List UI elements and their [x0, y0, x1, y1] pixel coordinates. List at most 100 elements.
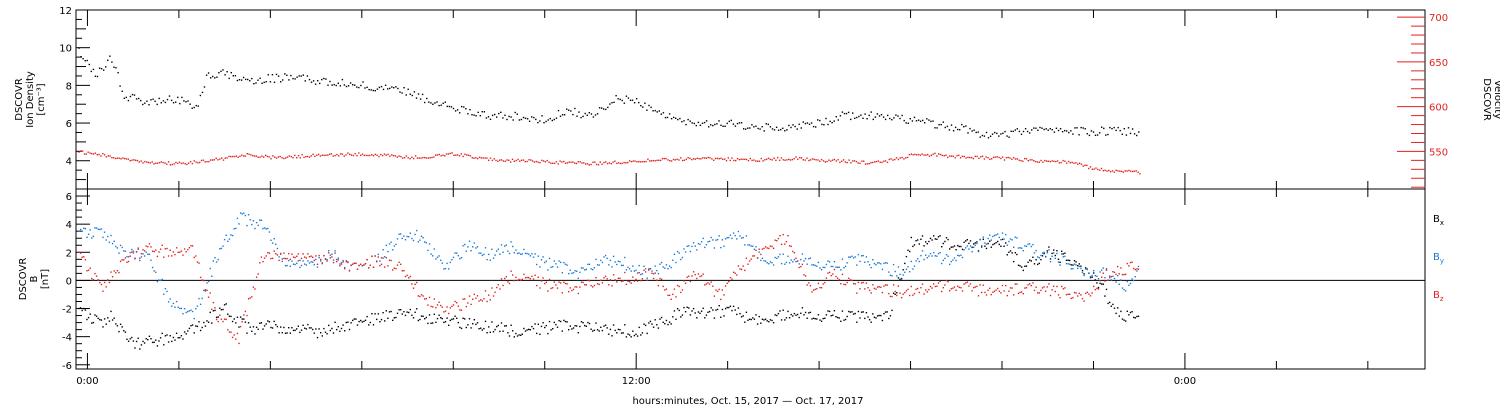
- bx-series-point: [497, 324, 499, 327]
- ion-density-series-point: [135, 98, 138, 100]
- velocity-series-point: [248, 153, 250, 155]
- by-series-point: [403, 235, 405, 237]
- ion-density-series-point: [714, 123, 716, 126]
- by-series-point: [465, 250, 467, 252]
- ion-density-series-point: [965, 125, 967, 127]
- velocity-series-point: [621, 162, 623, 165]
- bz-series-point: [963, 283, 965, 285]
- by-series-point: [1112, 275, 1114, 277]
- bx-series-point: [891, 309, 893, 312]
- bx-series-point: [654, 319, 656, 321]
- velocity-series-point: [745, 158, 748, 161]
- ion-density-series-point: [957, 128, 959, 131]
- bz-series-point: [646, 279, 648, 281]
- ion-density-series-point: [491, 114, 494, 117]
- bx-series-point: [939, 235, 941, 237]
- by-series-point: [92, 235, 95, 238]
- time-tick-label: 12:00: [622, 376, 651, 387]
- ion-density-series-point: [1045, 128, 1047, 130]
- bz-series-point: [275, 253, 277, 255]
- bx-series-point: [243, 318, 245, 320]
- bx-series-point: [894, 293, 896, 295]
- bz-series-point: [308, 256, 311, 258]
- bz-series-point: [989, 287, 991, 289]
- ion-density-series-point: [810, 122, 813, 124]
- by-series-point: [172, 302, 175, 305]
- bz-series-point: [424, 298, 426, 300]
- by-series-point: [798, 263, 800, 265]
- ion-density-series-point: [146, 100, 148, 102]
- bx-series-point: [161, 332, 163, 335]
- bz-series-point: [694, 273, 696, 276]
- bz-series-point: [289, 258, 291, 260]
- bx-series-point: [283, 326, 285, 329]
- velocity-series-point: [945, 154, 947, 156]
- bz-series-point: [531, 275, 533, 278]
- ion-density-series-point: [1024, 128, 1027, 130]
- bz-series-point: [724, 285, 727, 287]
- bz-series-point: [1099, 280, 1101, 282]
- ion-density-series-point: [658, 110, 660, 112]
- bx-series-point: [1109, 301, 1111, 304]
- bz-series-point: [574, 286, 576, 288]
- bx-series-point: [95, 315, 98, 317]
- by-series-point: [828, 261, 831, 263]
- by-series-point: [646, 277, 648, 279]
- bz-series-point: [193, 256, 195, 259]
- bz-series-point: [857, 281, 860, 284]
- velocity-series-point: [1120, 170, 1123, 173]
- by-series-point: [699, 243, 701, 246]
- velocity-series-point: [244, 155, 247, 157]
- bx-series-point: [883, 313, 885, 315]
- ion-density-series-point: [891, 119, 893, 121]
- bz-series-point: [89, 267, 91, 269]
- bx-series-point: [473, 319, 475, 321]
- ion-density-series-point: [934, 127, 936, 129]
- velocity-series-point: [972, 157, 975, 160]
- bz-series-point: [347, 261, 349, 264]
- bx-series-point: [233, 318, 235, 320]
- bx-series-point: [681, 314, 684, 316]
- bx-series-point: [436, 317, 439, 320]
- bz-series-point: [337, 259, 339, 261]
- ion-density-series-point: [829, 120, 831, 123]
- bz-series-point: [111, 276, 114, 278]
- bx-series-point: [323, 327, 325, 330]
- bz-series-point: [1118, 273, 1120, 275]
- by-series-point: [305, 264, 307, 266]
- bz-series-point: [436, 304, 439, 306]
- bz-series-point: [215, 318, 218, 321]
- bz-series-point: [1070, 297, 1072, 300]
- ion-density-series-point: [1117, 126, 1119, 129]
- bz-series-point: [755, 249, 757, 251]
- ion-density-series-point: [290, 74, 292, 77]
- ion-density-series-point: [197, 105, 199, 107]
- velocity-series-point: [1014, 158, 1017, 160]
- bx-series-point: [401, 313, 403, 315]
- ion-density-series-point: [205, 74, 208, 76]
- velocity-series-point: [916, 154, 918, 156]
- bz-series-point: [1072, 297, 1074, 299]
- bz-series-point: [1065, 294, 1068, 296]
- bx-series-point: [300, 329, 303, 331]
- by-series-point: [678, 252, 680, 254]
- bx-series-point: [369, 321, 371, 324]
- bx-series-point: [884, 311, 887, 313]
- bz-series-point: [97, 279, 99, 281]
- by-series-point: [923, 258, 925, 261]
- velocity-series-point: [497, 160, 499, 162]
- velocity-series-point: [524, 160, 526, 163]
- bz-series-point: [979, 284, 981, 286]
- velocity-series-point: [934, 152, 936, 155]
- bx-series-point: [848, 310, 850, 313]
- by-series-point: [662, 266, 664, 268]
- by-series-point: [183, 308, 186, 310]
- bz-series-point: [982, 284, 984, 286]
- bz-series-point: [371, 255, 373, 257]
- ion-density-series-point: [481, 111, 483, 113]
- ion-density-series-point: [82, 58, 84, 60]
- by-series-point: [1121, 287, 1124, 289]
- by-series-point: [451, 259, 453, 261]
- velocity-series-point: [195, 161, 197, 163]
- by-series-point: [619, 261, 621, 263]
